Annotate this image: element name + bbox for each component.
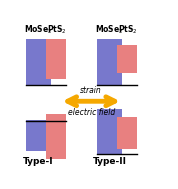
Bar [46, 40, 66, 79]
Text: MoSe$_2$: MoSe$_2$ [95, 23, 124, 36]
Text: electric field: electric field [68, 108, 115, 117]
Bar [97, 108, 122, 154]
Text: Type-II: Type-II [92, 157, 126, 166]
Text: PtS$_2$: PtS$_2$ [47, 23, 66, 36]
Bar [117, 45, 137, 73]
Bar [97, 40, 122, 84]
Text: PtS$_2$: PtS$_2$ [117, 23, 137, 36]
Bar [26, 120, 51, 151]
Bar [117, 117, 137, 149]
Text: strain: strain [80, 86, 102, 95]
Bar [46, 114, 66, 160]
Text: MoSe$_2$: MoSe$_2$ [24, 23, 53, 36]
Text: Type-I: Type-I [23, 157, 54, 166]
Bar [26, 40, 51, 84]
